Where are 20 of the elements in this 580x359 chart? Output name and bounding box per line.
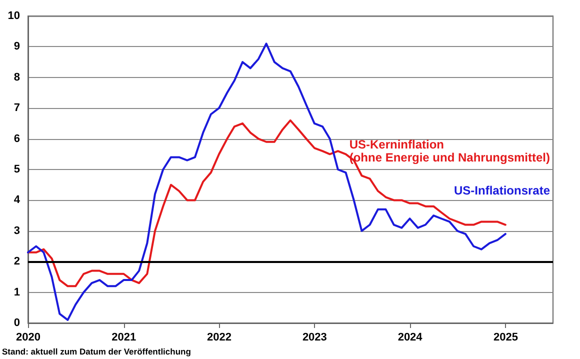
series-label: US-Kerninflation (ohne Energie und Nahrungsmittel) <box>349 138 550 164</box>
x-tick-label: 2021 <box>112 332 136 344</box>
y-tick-label: 10 <box>8 10 20 22</box>
y-tick-label: 1 <box>14 286 20 298</box>
y-tick-label: 2 <box>14 256 20 268</box>
x-tick-label: 2024 <box>398 332 424 344</box>
x-tick-label: 2022 <box>207 332 232 344</box>
y-tick-label: 3 <box>14 224 20 237</box>
x-tick-label: 2025 <box>493 332 518 344</box>
text: US-Inflationsrate <box>454 184 550 198</box>
y-tick-label: 0 <box>14 317 20 329</box>
y-tick-label: 8 <box>14 71 20 84</box>
y-tick-label: 4 <box>14 194 21 206</box>
y-tick-label: 5 <box>14 164 20 176</box>
x-tick-label: 2020 <box>16 332 41 344</box>
x-tick-label: 2023 <box>302 332 327 344</box>
y-tick-label: 9 <box>14 40 20 53</box>
y-tick-label: 7 <box>14 102 20 114</box>
text: Stand: aktuell zum Datum der Veröffentlichung <box>2 346 191 356</box>
y-tick-label: 6 <box>14 132 20 145</box>
